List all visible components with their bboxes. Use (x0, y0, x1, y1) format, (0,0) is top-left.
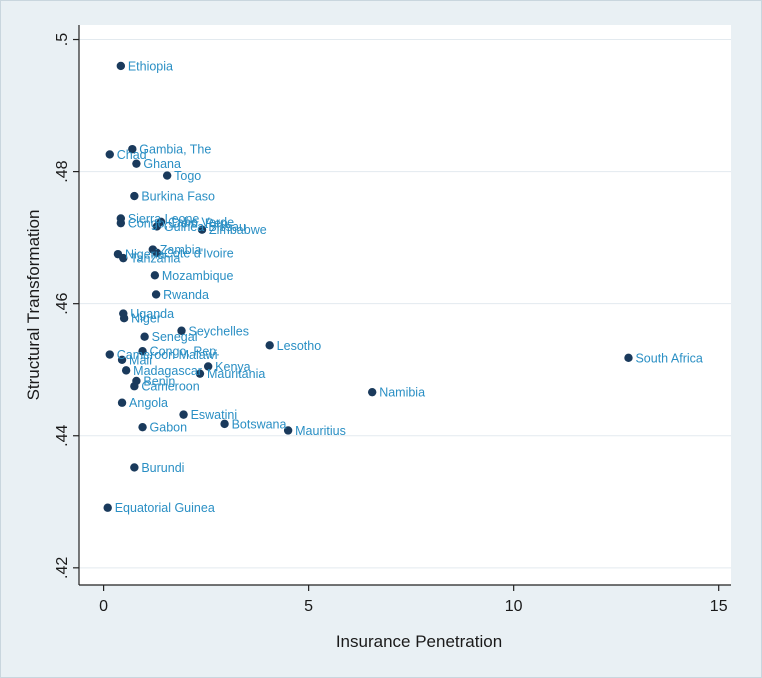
data-point (179, 410, 188, 419)
data-label: Equatorial Guinea (115, 501, 215, 515)
data-point (116, 218, 126, 228)
data-point (138, 422, 147, 432)
data-point (105, 350, 114, 359)
data-label: Gabon (150, 421, 188, 435)
data-point (162, 171, 172, 180)
data-point (220, 419, 229, 429)
data-point (151, 290, 161, 299)
data-label: Gambia, The (139, 143, 211, 157)
data-label: Benin (143, 374, 175, 388)
plot-area (79, 25, 731, 585)
y-tick-label: .46 (54, 292, 71, 314)
data-point (128, 144, 137, 154)
data-label: Mozambique (162, 269, 234, 283)
data-point (152, 248, 162, 258)
data-label: Namibia (379, 386, 425, 400)
gridlines (79, 39, 731, 569)
data-label: Cabo Verde (168, 215, 234, 229)
data-label: Cameroon (141, 380, 199, 394)
data-point (203, 362, 213, 371)
data-point (265, 341, 274, 350)
data-label: Congo, Rep. (150, 345, 220, 359)
data-label: South Africa (635, 351, 702, 365)
data-label: Ethiopia (128, 59, 173, 73)
data-points (103, 61, 633, 512)
data-label: Eswatini (191, 408, 238, 422)
data-point (130, 463, 139, 472)
data-label: Mauritius (295, 424, 346, 438)
data-label: Chad (117, 148, 147, 162)
data-label: Rwanda (163, 288, 209, 302)
data-label: Congo, Dem. Rep. (128, 217, 232, 231)
x-tick-label: 0 (99, 598, 108, 615)
data-label: Zimbabwe (209, 223, 267, 237)
data-label: Nigeria (125, 248, 165, 262)
y-tick-label: .5 (54, 33, 71, 46)
data-label: Botswana (232, 417, 287, 431)
data-point (195, 369, 205, 378)
data-label: Lesotho (277, 339, 322, 353)
data-point (119, 314, 129, 323)
x-tick-label: 15 (710, 598, 728, 615)
data-point (197, 225, 207, 234)
data-point (138, 347, 147, 356)
data-label: Madagascar (133, 364, 202, 378)
data-label: Guinea-Bissau (164, 220, 246, 234)
data-label: Zambia (160, 243, 202, 257)
data-label: Ghana (143, 157, 181, 171)
data-point (140, 332, 149, 341)
data-point (283, 426, 293, 435)
data-point (116, 61, 126, 71)
data-label: Burundi (141, 461, 184, 475)
y-tick-label: .42 (54, 557, 71, 579)
y-tick-label: .44 (54, 425, 71, 447)
data-point (152, 222, 162, 231)
data-label: Cameroon Malawi (117, 348, 218, 362)
data-point (367, 387, 377, 397)
axes: .42 .44 .46 .48 .5 0 5 10 15 (54, 25, 731, 615)
data-point (121, 366, 131, 375)
data-label: Senegal (152, 330, 198, 344)
x-axis-title: Insurance Penetration (336, 632, 502, 651)
data-label: Sierra Leone (128, 212, 200, 226)
data-label: Mali (129, 353, 152, 367)
data-point (130, 191, 139, 201)
data-label: Tanzania (130, 252, 180, 266)
y-tick-label: .48 (54, 160, 71, 182)
data-point (130, 382, 139, 391)
data-label: Mauritania (207, 367, 265, 381)
data-label: Cote d'Ivoire (164, 246, 234, 260)
x-tick-label: 10 (505, 598, 523, 615)
y-axis-title: Structural Transformation (24, 210, 43, 401)
data-label: Niger (131, 312, 161, 326)
data-label: Seychelles (189, 324, 249, 338)
data-label: Kenya (215, 360, 250, 374)
data-point (177, 326, 186, 335)
x-tick-label: 5 (304, 598, 313, 615)
data-label: Uganda (130, 307, 174, 321)
data-point (119, 253, 128, 263)
data-point (117, 398, 127, 407)
data-point (132, 159, 141, 168)
data-label: Togo (174, 169, 201, 183)
data-label: Angola (129, 396, 168, 410)
data-point (105, 150, 114, 159)
data-point (103, 503, 112, 512)
data-point (117, 355, 127, 365)
data-point (624, 353, 633, 363)
data-label: Burkina Faso (141, 190, 215, 204)
data-point (150, 271, 160, 280)
